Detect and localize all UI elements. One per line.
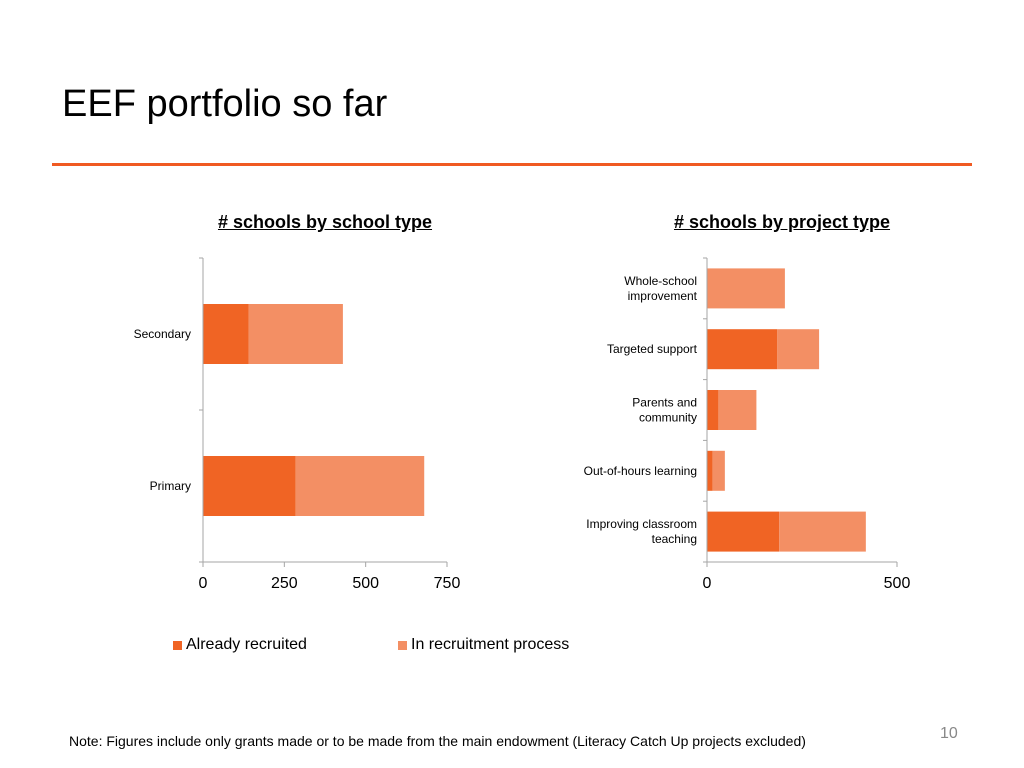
bar-secondary-in-recruitment-process <box>248 304 343 364</box>
title-divider <box>52 163 972 166</box>
legend-item-already-recruited: Already recruited <box>173 636 307 654</box>
legend-swatch-already-recruited <box>173 640 182 650</box>
bar-targeted-support-in-recruitment-process <box>777 329 820 370</box>
x-tick-label: 750 <box>434 575 461 592</box>
legend-label-in-recruitment: In recruitment process <box>411 636 570 653</box>
page-number: 10 <box>940 725 958 742</box>
bar-improving-classroom-teaching-in-recruitment-process <box>779 511 866 552</box>
category-label-secondary: Secondary <box>134 327 191 341</box>
bar-whole-school-improvement-in-recruitment-process <box>707 268 785 309</box>
bar-out-of-hours-learning-in-recruitment-process <box>712 450 725 491</box>
bar-primary-in-recruitment-process <box>295 456 425 516</box>
bar-secondary-already-recruited <box>203 304 249 364</box>
chart-legend: Already recruited In recruitment process <box>0 636 1024 656</box>
bar-primary-already-recruited <box>203 456 296 516</box>
chart-title-school-type: # schools by school type <box>217 212 433 232</box>
category-label-targeted-support: Targeted support <box>607 342 698 356</box>
category-label-improving-classroom-teaching: Improving classroom teaching <box>586 517 697 546</box>
x-tick-label: 0 <box>703 575 712 592</box>
bar-parents-and-community-in-recruitment-process <box>718 390 757 430</box>
legend-swatch-in-recruitment <box>398 640 407 650</box>
bar-out-of-hours-learning-already-recruited <box>707 450 713 491</box>
x-tick-label: 0 <box>199 575 208 592</box>
footnote: Note: Figures include only grants made o… <box>69 733 806 749</box>
x-tick-label: 500 <box>352 575 379 592</box>
legend-item-in-recruitment: In recruitment process <box>398 636 569 654</box>
x-tick-label: 500 <box>884 575 911 592</box>
category-label-parents-and-community: Parents and community <box>632 396 697 425</box>
category-label-out-of-hours-learning: Out-of-hours learning <box>584 464 697 478</box>
slide-title: EEF portfolio so far <box>62 83 388 125</box>
x-tick-label: 250 <box>271 575 298 592</box>
bar-improving-classroom-teaching-already-recruited <box>707 511 780 552</box>
bar-parents-and-community-already-recruited <box>707 390 719 430</box>
category-label-primary: Primary <box>150 479 191 493</box>
legend-label-already-recruited: Already recruited <box>186 636 307 653</box>
bar-targeted-support-already-recruited <box>707 329 778 370</box>
chart-title-project-type: # schools by project type <box>673 212 891 232</box>
category-label-whole-school-improvement: Whole-school improvement <box>624 274 697 303</box>
